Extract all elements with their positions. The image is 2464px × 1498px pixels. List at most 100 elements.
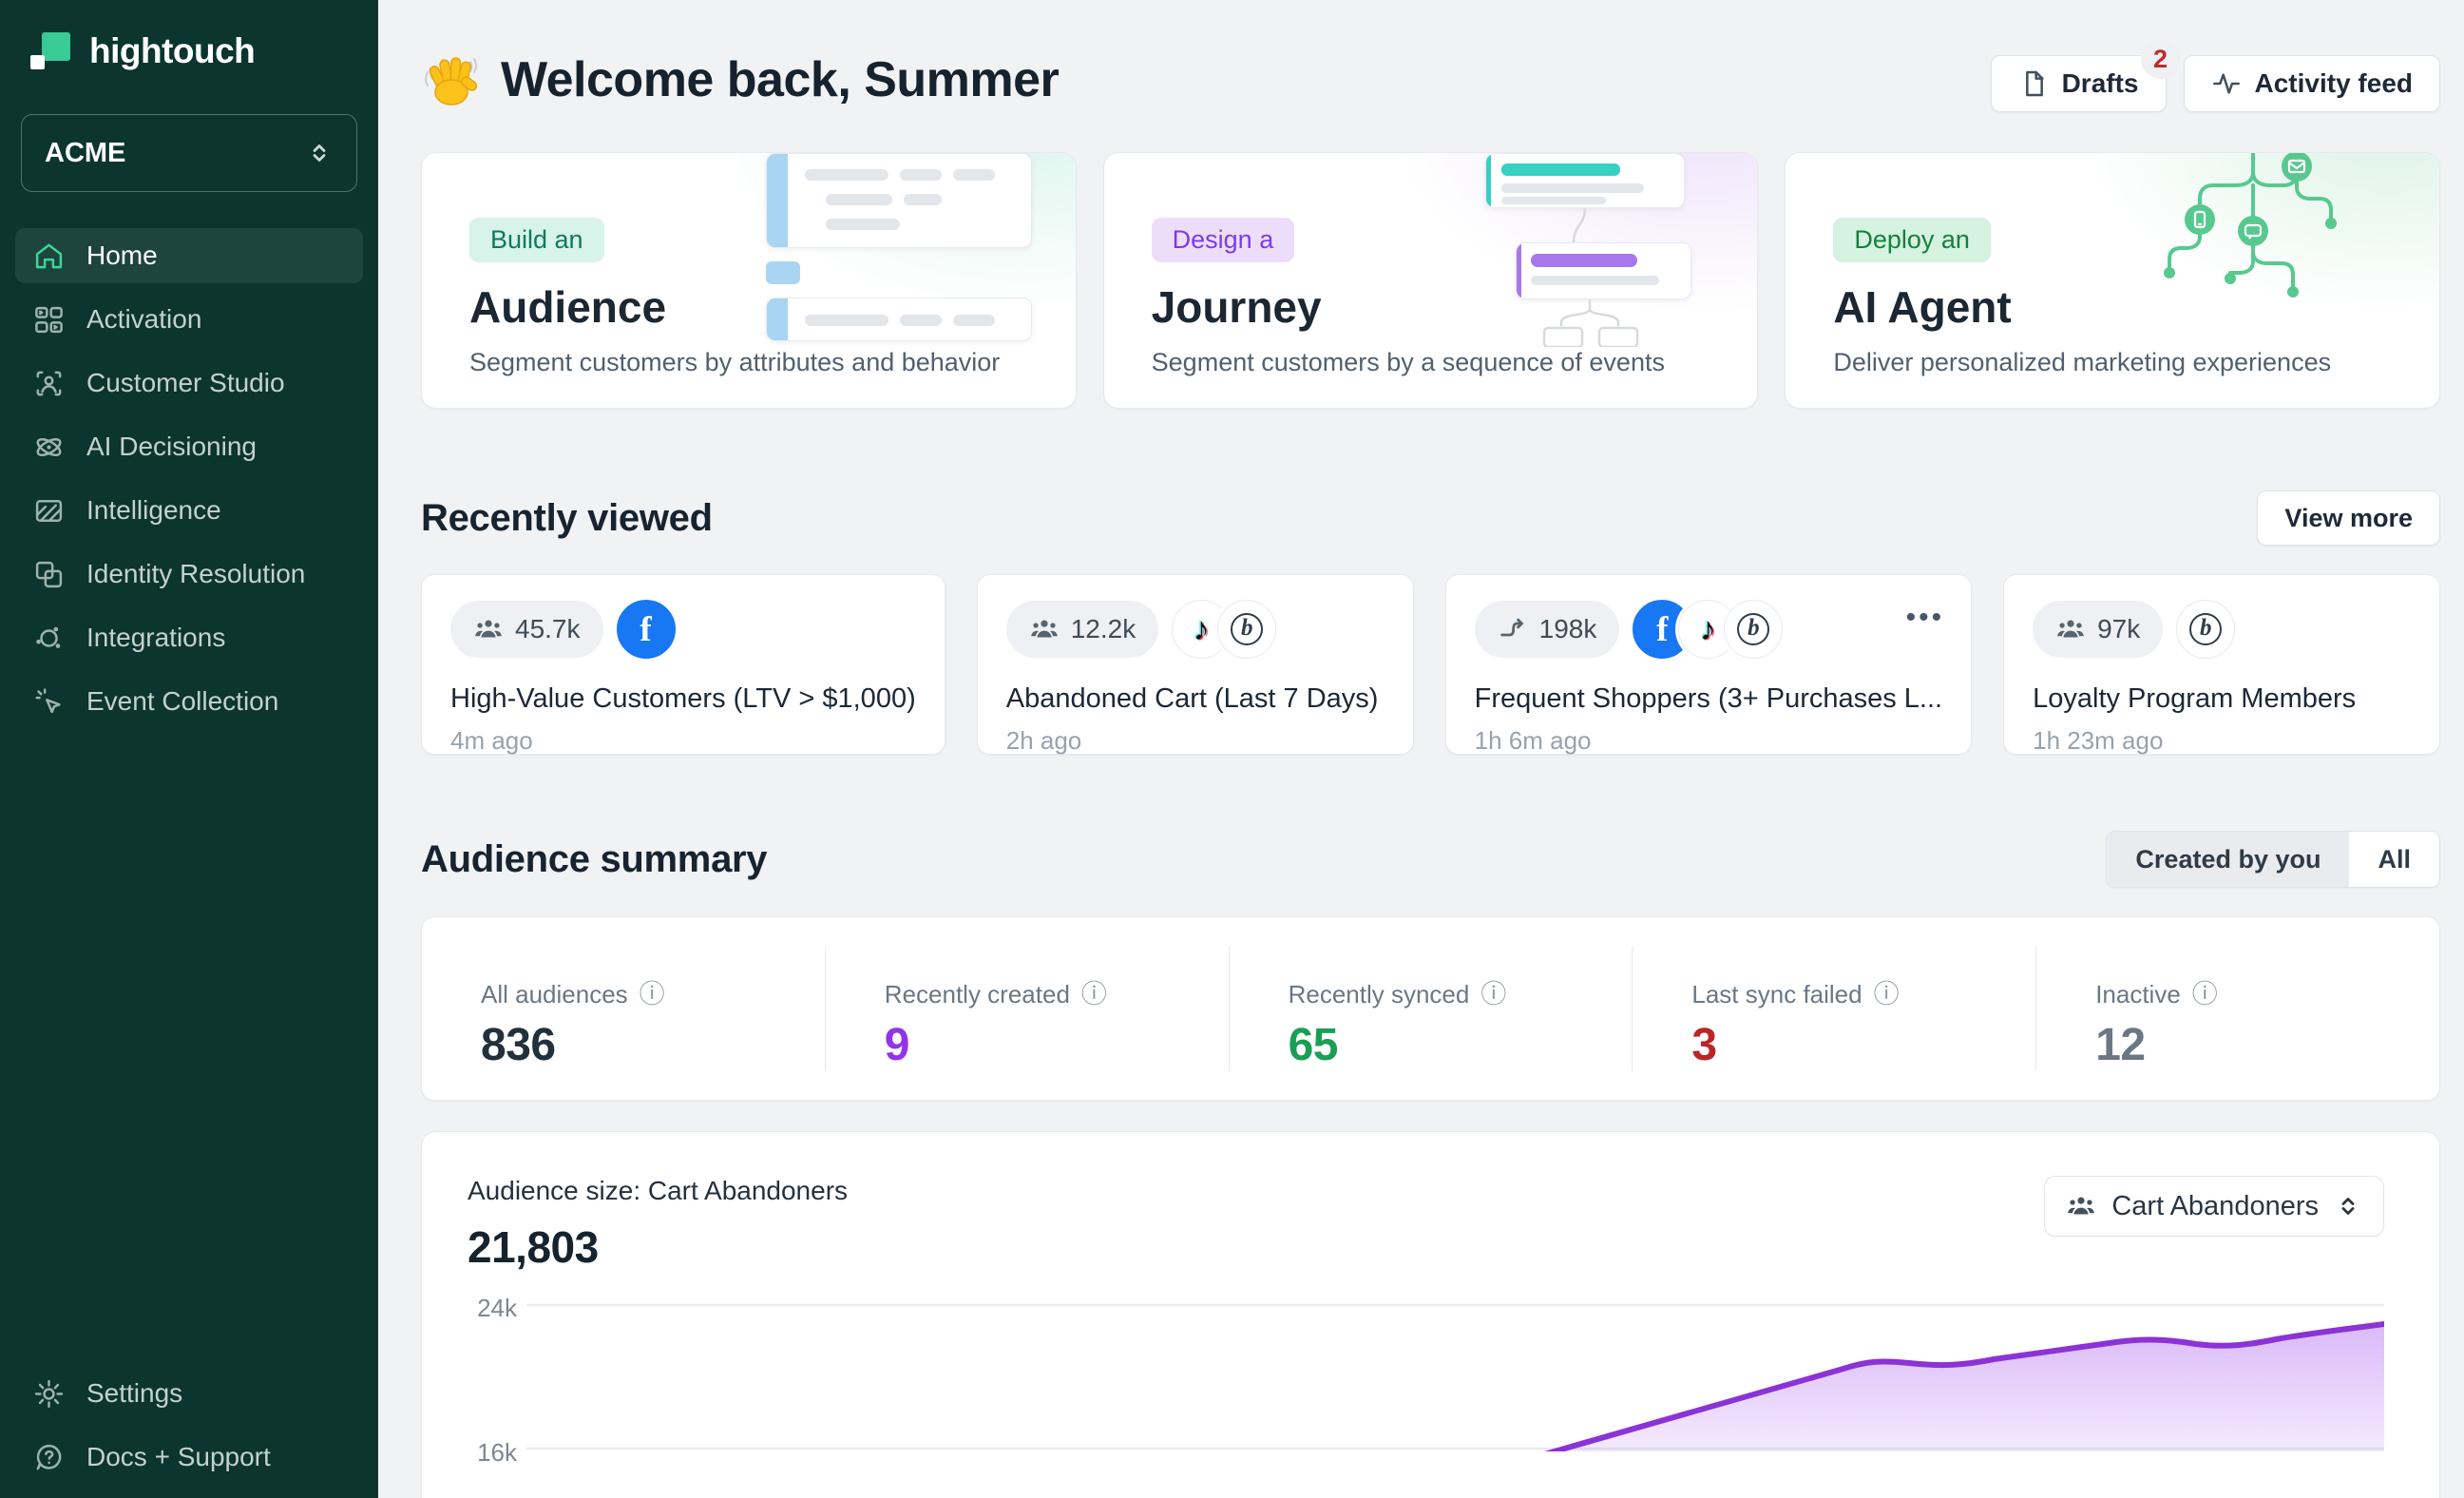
sidebar-nav: Home Activation Customer Studio AI Dec [0, 228, 378, 729]
recent-card-high-value-customers[interactable]: 45.7k f High-Value Customers (LTV > $1,0… [421, 574, 945, 755]
braze-icon: b [1217, 600, 1277, 659]
activity-feed-button[interactable]: Activity feed [2183, 55, 2440, 112]
wave-hand-icon [425, 57, 478, 106]
event-collection-icon [35, 687, 61, 713]
recent-card-title: Frequent Shoppers (3+ Purchases L... [1474, 683, 1943, 714]
users-icon [1030, 620, 1058, 638]
summary-filter-toggle: Created by you All [2106, 831, 2440, 888]
sidebar-item-docs-support[interactable]: Docs + Support [15, 1430, 363, 1485]
ai-agent-illustration [2111, 153, 2396, 348]
recent-card-time: 4m ago [450, 726, 533, 755]
info-icon[interactable]: ⓘ [1873, 980, 1900, 1008]
recent-card-loyalty-members[interactable]: 97k b Loyalty Program Members 1h 23m ago [2003, 574, 2440, 755]
recent-card-time: 1h 23m ago [2033, 726, 2164, 755]
intelligence-icon [35, 499, 63, 522]
audience-illustration [747, 153, 1032, 348]
sidebar-item-settings[interactable]: Settings [15, 1366, 363, 1421]
selected-audience: Cart Abandoners [2111, 1190, 2319, 1221]
recent-card-frequent-shoppers[interactable]: 198k f ♪ b ••• Frequent Shoppers (3+ Pur… [1444, 574, 1973, 755]
audience-size-chart-card: Audience size: Cart Abandoners 21,803 Ca… [421, 1131, 2440, 1498]
sidebar-item-event-collection[interactable]: Event Collection [15, 674, 363, 729]
chevron-updown-icon [313, 144, 326, 162]
users-icon [2068, 1197, 2095, 1215]
info-icon[interactable]: ⓘ [1080, 980, 1107, 1008]
identity-resolution-icon [35, 561, 63, 587]
recent-card-title: Abandoned Cart (Last 7 Days) [1005, 683, 1379, 714]
y-axis-ticks: 24k 16k [468, 1294, 526, 1467]
hero-title: AI Agent [1833, 282, 2012, 332]
hero-badge: Deploy an [1833, 218, 1991, 262]
activity-pulse-icon [2212, 73, 2240, 94]
area-chart: 24k 16k [468, 1294, 2384, 1467]
destination-chips: b [2176, 600, 2236, 659]
sidebar-item-customer-studio[interactable]: Customer Studio [15, 355, 363, 411]
sidebar-item-home[interactable]: Home [15, 228, 363, 283]
sidebar-item-identity-resolution[interactable]: Identity Resolution [15, 547, 363, 602]
hero-description: Segment customers by a sequence of event… [1151, 348, 1665, 376]
gear-icon [34, 1379, 64, 1408]
journey-illustration [1428, 153, 1713, 348]
view-more-button[interactable]: View more [2257, 490, 2440, 546]
stat-value: 65 [1288, 1020, 1339, 1070]
home-icon [35, 243, 63, 268]
file-icon [2025, 70, 2044, 97]
journey-branches [1543, 299, 1639, 347]
build-audience-card[interactable]: Build an Audience Segment customers by a… [421, 152, 1077, 409]
workspace-selector[interactable]: ACME [21, 114, 357, 192]
chart-title: Audience size: Cart Abandoners [468, 1176, 849, 1205]
info-icon[interactable]: ⓘ [1480, 980, 1507, 1008]
help-bubble-icon [36, 1444, 62, 1469]
sidebar-item-integrations[interactable]: Integrations [15, 610, 363, 665]
hero-badge: Design a [1151, 218, 1295, 262]
drafts-button[interactable]: Drafts 2 [1990, 39, 2181, 112]
chart-plot [526, 1299, 2384, 1451]
sidebar: hightouch ACME Home Activation [0, 0, 378, 1498]
stat-value: 12 [2095, 1020, 2146, 1070]
hero-title: Journey [1151, 282, 1322, 332]
info-icon[interactable]: ⓘ [639, 980, 665, 1008]
deploy-ai-agent-card[interactable]: Deploy an AI Agent Deliver personalized … [1785, 152, 2440, 409]
audience-summary-stats: All audiences ⓘ 836 Recently created ⓘ 9 R… [421, 916, 2440, 1101]
drafts-count-badge: 2 [2140, 39, 2181, 79]
model-size-pill: 198k [1474, 601, 1620, 658]
hero-title: Audience [469, 282, 667, 332]
recent-card-abandoned-cart[interactable]: 12.2k ♪ b Abandoned Cart (Last 7 Days) 2… [976, 574, 1414, 755]
welcome-heading-row: Welcome back, Summer [421, 49, 1060, 110]
recent-card-time: 2h ago [1005, 726, 1082, 755]
sidebar-item-activation[interactable]: Activation [15, 292, 363, 347]
page-title: Welcome back, Summer [501, 52, 1060, 107]
activation-icon [35, 306, 63, 333]
recent-card-title: High-Value Customers (LTV > $1,000) [450, 683, 916, 714]
integrations-icon [36, 626, 61, 648]
info-icon[interactable]: ⓘ [2191, 980, 2218, 1008]
audience-summary-header: Audience summary Created by you All [421, 831, 2440, 888]
users-icon [475, 620, 502, 638]
destination-chips: ♪ b [1172, 600, 1277, 659]
facebook-icon: f [616, 600, 676, 659]
hightouch-logo: hightouch [29, 29, 378, 74]
hightouch-logo-text: hightouch [89, 31, 256, 70]
braze-icon: b [2176, 600, 2236, 659]
hero-description: Segment customers by attributes and beha… [469, 348, 1001, 376]
sidebar-item-intelligence[interactable]: Intelligence [15, 483, 363, 538]
recently-viewed-cards: 45.7k f High-Value Customers (LTV > $1,0… [421, 574, 2440, 755]
destination-chips: f ♪ b [1633, 600, 1784, 659]
journey-connector [1573, 208, 1587, 242]
audience-selector-dropdown[interactable]: Cart Abandoners [2044, 1176, 2384, 1237]
toggle-created-by-you[interactable]: Created by you [2107, 832, 2350, 887]
hero-cards: Build an Audience Segment customers by a… [421, 152, 2440, 409]
recent-card-title: Loyalty Program Members [2033, 683, 2357, 714]
sidebar-item-ai-decisioning[interactable]: AI Decisioning [15, 419, 363, 474]
y-tick-16k: 16k [477, 1438, 517, 1467]
hightouch-logo-icon [29, 29, 74, 74]
toggle-all[interactable]: All [2378, 844, 2411, 874]
recently-viewed-header: Recently viewed View more [421, 490, 2440, 546]
ai-decisioning-icon [36, 437, 62, 456]
design-journey-card[interactable]: Design a Journey Segment customers by a … [1102, 152, 1759, 409]
card-menu-dots[interactable]: ••• [1905, 602, 1945, 633]
chevron-updown-icon [2341, 1198, 2355, 1215]
topbar: Welcome back, Summer Drafts 2 Activity f… [421, 39, 2440, 112]
stat-recently-created: Recently created ⓘ 9 [824, 946, 1229, 1071]
destination-chips: f [616, 600, 676, 659]
audience-size-pill: 45.7k [450, 601, 603, 658]
